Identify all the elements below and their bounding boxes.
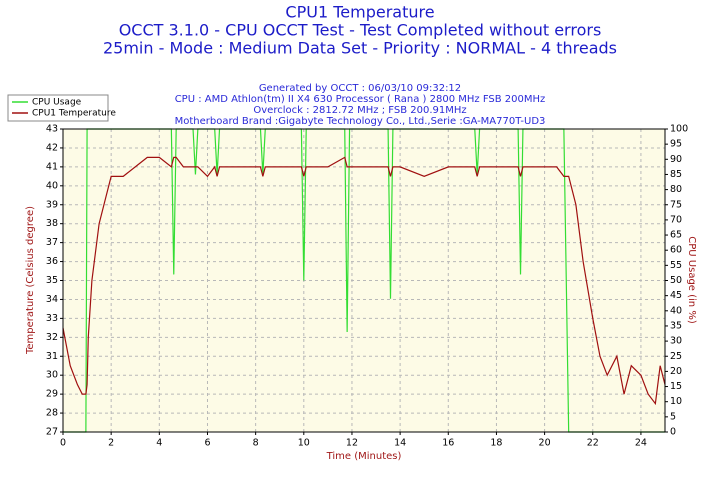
y2-tick-label: 70 [670, 214, 682, 225]
y2-tick-label: 20 [670, 366, 682, 377]
y-tick-label: 31 [46, 351, 58, 362]
y-tick-label: 35 [46, 275, 58, 286]
y-tick-label: 43 [46, 124, 58, 135]
y2-tick-label: 35 [670, 320, 682, 331]
y2-tick-label: 45 [670, 290, 682, 301]
x-tick-label: 4 [156, 438, 162, 449]
y-tick-label: 32 [46, 332, 58, 343]
y2-tick-label: 10 [670, 396, 682, 407]
y2-tick-label: 80 [670, 184, 682, 195]
y-tick-label: 27 [46, 427, 58, 438]
y-axis-label: Temperature (Celsius degree) [25, 206, 36, 355]
subtitle: Generated by OCCT : 06/03/10 09:32:12 [259, 83, 461, 94]
y-tick-label: 34 [46, 294, 58, 305]
legend [7, 94, 109, 122]
y-tick-label: 28 [46, 408, 58, 419]
legend-label: CPU Usage [32, 98, 82, 108]
y2-axis-label: CPU Usage (in %) [686, 236, 697, 324]
x-tick-label: 20 [539, 438, 551, 449]
y-tick-label: 37 [46, 237, 58, 248]
x-tick-label: 6 [204, 438, 210, 449]
y2-tick-label: 75 [670, 199, 682, 210]
x-tick-label: 22 [587, 438, 599, 449]
y-tick-label: 38 [46, 218, 58, 229]
chart-title-line: 25min - Mode : Medium Data Set - Priorit… [103, 39, 617, 58]
x-tick-label: 14 [394, 438, 406, 449]
y2-tick-label: 95 [670, 139, 682, 150]
chart-title: CPU1 Temperature [285, 3, 434, 22]
subtitle: CPU : AMD Athlon(tm) II X4 630 Processor… [175, 94, 546, 105]
y-tick-label: 30 [46, 370, 58, 381]
x-tick-label: 16 [442, 438, 454, 449]
y-tick-label: 33 [46, 313, 58, 324]
subtitle: Overclock : 2812.72 MHz ; FSB 200.91MHz [253, 105, 466, 116]
x-axis-label: Time (Minutes) [326, 451, 402, 462]
plot-frame [62, 128, 666, 433]
x-tick-label: 24 [635, 438, 647, 449]
x-tick-label: 18 [490, 438, 502, 449]
chart-title-line: OCCT 3.1.0 - CPU OCCT Test - Test Comple… [119, 21, 602, 40]
x-tick-label: 12 [346, 438, 358, 449]
x-tick-label: 10 [298, 438, 310, 449]
series-line [62, 156, 666, 406]
y-tick-label: 39 [46, 199, 58, 210]
y2-tick-label: 0 [670, 427, 676, 438]
y2-tick-label: 40 [670, 305, 682, 316]
y-tick-label: 41 [46, 161, 58, 172]
y2-tick-label: 65 [670, 230, 682, 241]
legend-label: CPU1 Temperature [32, 109, 116, 119]
y2-tick-label: 25 [670, 351, 682, 362]
y2-tick-label: 5 [670, 411, 676, 422]
x-tick-label: 8 [253, 438, 259, 449]
y2-tick-label: 60 [670, 245, 682, 256]
y2-tick-label: 100 [670, 124, 688, 135]
y2-tick-label: 15 [670, 381, 682, 392]
y2-tick-label: 50 [670, 275, 682, 286]
y-tick-label: 42 [46, 142, 58, 153]
y2-tick-label: 55 [670, 260, 682, 271]
x-tick-label: 0 [60, 438, 66, 449]
y2-tick-label: 90 [670, 154, 682, 165]
y2-tick-label: 85 [670, 169, 682, 180]
y2-tick-label: 30 [670, 336, 682, 347]
x-tick-label: 2 [108, 438, 114, 449]
subtitle: Motherboard Brand :Gigabyte Technology C… [175, 116, 546, 127]
y-tick-label: 40 [46, 180, 58, 191]
y-tick-label: 36 [46, 256, 58, 267]
y-tick-label: 29 [46, 389, 58, 400]
